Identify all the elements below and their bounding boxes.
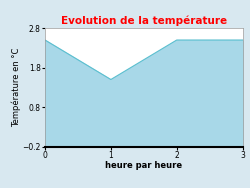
X-axis label: heure par heure: heure par heure	[105, 161, 182, 170]
Title: Evolution de la température: Evolution de la température	[61, 16, 227, 26]
Y-axis label: Température en °C: Température en °C	[12, 48, 21, 127]
